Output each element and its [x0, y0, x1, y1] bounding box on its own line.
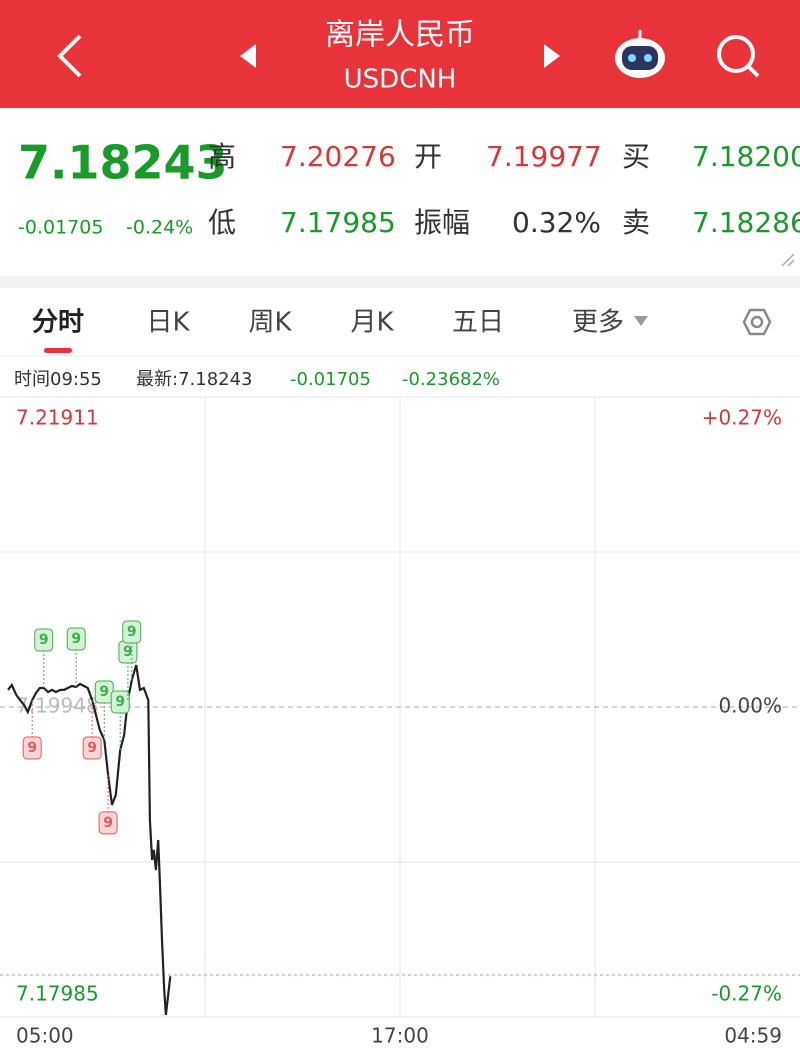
y-tick-label: 7.21911 [16, 406, 99, 430]
high-label: 高 [208, 140, 236, 173]
price: 7.18243 [18, 136, 228, 190]
more-arrow[interactable] [634, 316, 648, 326]
y-tick-label: 7.17985 [16, 982, 99, 1006]
marker-label: 9 [103, 815, 113, 831]
x-tick-label: 17:00 [371, 1024, 429, 1048]
tab[interactable]: 分时 [32, 308, 84, 338]
header-bar [0, 0, 800, 108]
header-title: 离岸人民币 [325, 18, 475, 53]
expand-corner[interactable] [781, 253, 795, 267]
tab[interactable]: 月K [350, 308, 394, 338]
open: 7.19977 [486, 140, 602, 173]
info-latest: 最新:7.18243 [136, 369, 253, 390]
ask-label: 卖 [622, 206, 650, 239]
low: 7.17985 [280, 206, 396, 239]
change-pct: -0.24% [126, 217, 193, 239]
marker-badge [66, 627, 86, 651]
marker-label: 9 [27, 740, 37, 756]
bid: 7.18200 [692, 140, 800, 173]
y2-tick-label: -0.27% [711, 982, 782, 1006]
low-label: 低 [208, 206, 236, 239]
chart: 7.21911 7.19948 7.17985 +0.27% 0.00% -0.27% 05… [0, 396, 800, 1048]
settings-button[interactable] [742, 308, 772, 336]
high: 7.20276 [280, 140, 396, 173]
info-change-pct: -0.23682% [402, 369, 500, 390]
tab[interactable]: 日K [146, 308, 190, 338]
back-button[interactable] [57, 34, 82, 78]
marker-label: 9 [71, 631, 81, 647]
bid-label: 买 [622, 140, 650, 173]
marker-badge [82, 736, 102, 760]
tab[interactable]: 更多 [572, 308, 624, 338]
info-change: -0.01705 [290, 369, 371, 390]
marker-badge [110, 690, 130, 714]
assistant-icon[interactable] [615, 30, 665, 78]
tab-indicator [44, 348, 72, 353]
y-tick-label: 7.19948 [16, 694, 99, 718]
marker-label: 9 [115, 694, 125, 710]
marker-badge [34, 628, 54, 652]
header-subtitle: USDCNH [344, 65, 457, 95]
x-tick-label: 04:59 [724, 1024, 782, 1048]
marker-label: 9 [39, 632, 49, 648]
ask: 7.18286 [692, 206, 800, 239]
amp-label: 振幅 [414, 206, 470, 239]
divider [0, 276, 800, 288]
amplitude: 0.32% [512, 206, 601, 239]
next-button[interactable] [544, 44, 560, 68]
marker-label: 9 [127, 624, 137, 640]
y2-tick-label: 0.00% [718, 694, 782, 718]
open-label: 开 [414, 140, 442, 173]
search-button[interactable] [717, 35, 760, 78]
info-time: 时间09:55 [14, 369, 102, 390]
x-tick-label: 05:00 [16, 1024, 74, 1048]
y2-tick-label: +0.27% [702, 406, 782, 430]
marker-badge [98, 811, 118, 835]
tab[interactable]: 周K [248, 308, 292, 338]
marker-label: 9 [123, 644, 133, 660]
tab-bar: 分时 日K 周K 月K 五日 更多 [32, 308, 624, 338]
marker-badge [22, 736, 42, 760]
price-line [7, 664, 172, 1016]
marker-label: 9 [99, 684, 109, 700]
marker-badge [122, 620, 142, 644]
tab[interactable]: 五日 [452, 308, 504, 338]
change: -0.01705 [18, 217, 103, 239]
prev-button[interactable] [240, 44, 256, 68]
marker-label: 9 [87, 740, 97, 756]
